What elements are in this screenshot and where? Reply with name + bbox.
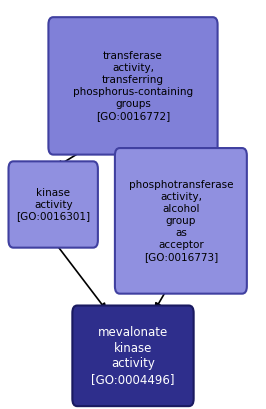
FancyBboxPatch shape <box>115 148 247 294</box>
Text: phosphotransferase
activity,
alcohol
group
as
acceptor
[GO:0016773]: phosphotransferase activity, alcohol gro… <box>129 180 233 262</box>
FancyBboxPatch shape <box>72 306 194 406</box>
Text: transferase
activity,
transferring
phosphorus-containing
groups
[GO:0016772]: transferase activity, transferring phosp… <box>73 51 193 121</box>
Text: kinase
activity
[GO:0016301]: kinase activity [GO:0016301] <box>16 187 90 222</box>
FancyBboxPatch shape <box>9 162 98 248</box>
FancyBboxPatch shape <box>48 17 218 155</box>
Text: mevalonate
kinase
activity
[GO:0004496]: mevalonate kinase activity [GO:0004496] <box>91 326 175 386</box>
